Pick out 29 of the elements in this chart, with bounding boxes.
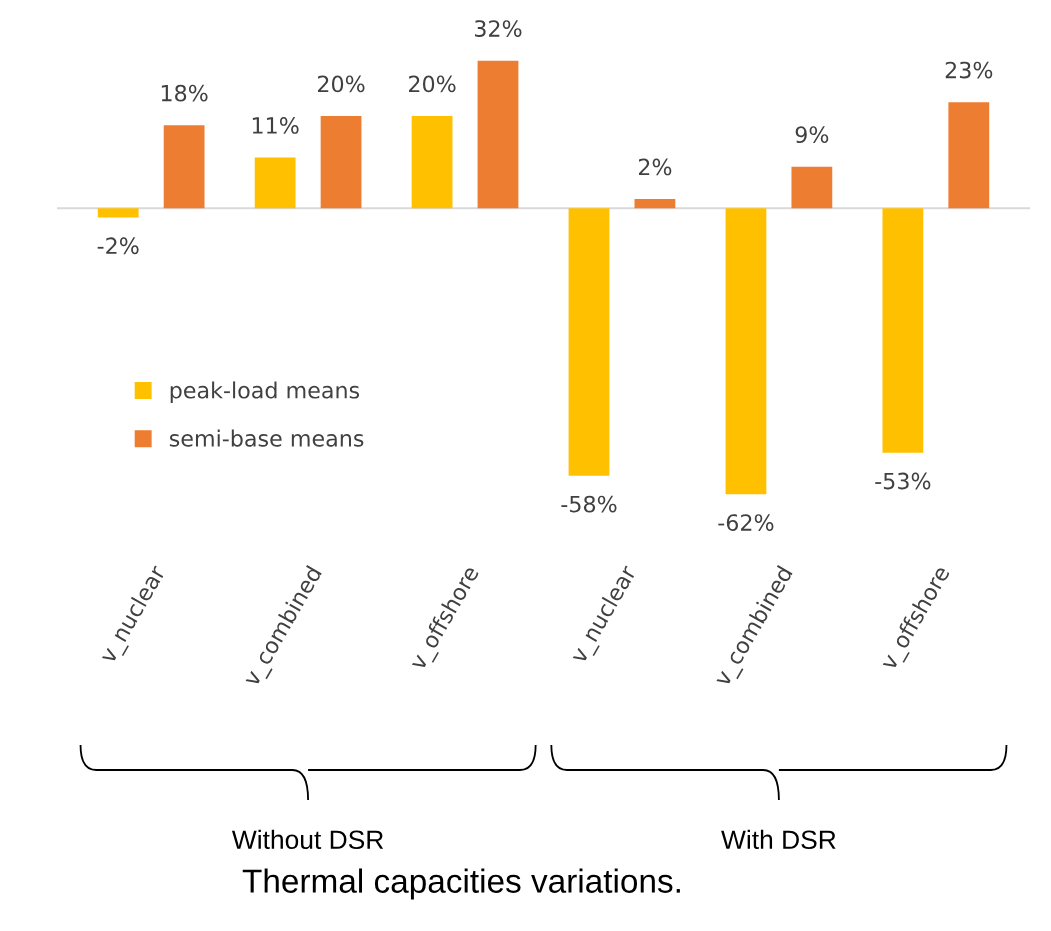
data-label: 32% bbox=[474, 20, 522, 37]
data-label: -53% bbox=[875, 472, 931, 490]
bar bbox=[163, 125, 205, 209]
data-label: -62% bbox=[718, 514, 774, 531]
data-label: 18% bbox=[161, 84, 208, 102]
bar bbox=[791, 166, 833, 209]
data-label: -58% bbox=[561, 495, 617, 513]
data-label: 20% bbox=[317, 75, 365, 93]
bar bbox=[97, 208, 139, 218]
data-label: 9% bbox=[795, 126, 829, 144]
bar bbox=[477, 60, 519, 209]
bar bbox=[948, 102, 990, 209]
data-label: 11% bbox=[252, 117, 299, 134]
bar bbox=[320, 116, 362, 209]
legend-label: semi-base means bbox=[169, 429, 364, 447]
bar bbox=[725, 208, 767, 495]
bar bbox=[254, 157, 296, 209]
bar bbox=[634, 199, 676, 209]
data-label: -2% bbox=[97, 237, 139, 255]
text: Thermal capacities variations. bbox=[242, 868, 680, 900]
bar bbox=[882, 208, 924, 453]
bar bbox=[411, 116, 453, 209]
text: With DSR bbox=[721, 829, 836, 850]
data-label: 20% bbox=[409, 75, 456, 93]
legend-label: peak-load means bbox=[170, 381, 360, 403]
text: Without DSR bbox=[231, 829, 384, 850]
data-label: 23% bbox=[945, 61, 993, 79]
bar bbox=[568, 208, 610, 476]
data-label: 2% bbox=[638, 158, 672, 176]
